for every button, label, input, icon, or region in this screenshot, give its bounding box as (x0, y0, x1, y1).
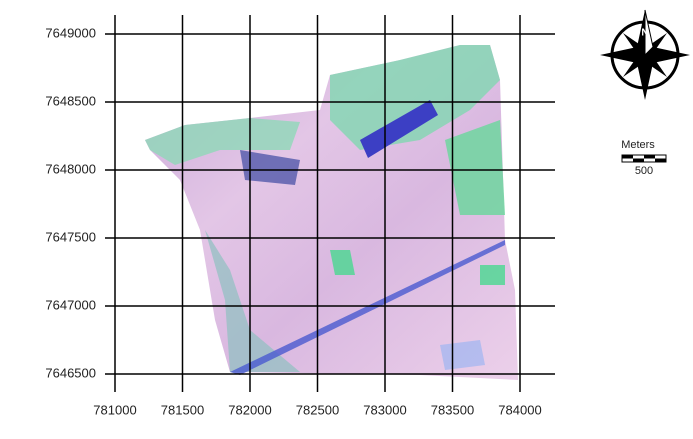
x-tick-label: 783500 (431, 402, 474, 417)
x-tick-label: 783000 (363, 402, 406, 417)
x-tick-label: 782500 (296, 402, 339, 417)
y-tick-label: 7648000 (45, 161, 96, 176)
x-tick-label: 782000 (228, 402, 271, 417)
x-tick-label: 784000 (498, 402, 541, 417)
north-arrow: N (600, 10, 690, 100)
y-tick-label: 7647500 (45, 229, 96, 244)
imagery (145, 45, 518, 380)
scale-bar: Meters 500 (621, 139, 666, 177)
map: 781000 781500 782000 782500 783000 783500 7840… (0, 0, 693, 439)
x-tick-label: 781000 (93, 402, 136, 417)
y-tick-label: 7647000 (45, 297, 96, 312)
scale-title: Meters (621, 139, 655, 151)
scale-label: 500 (635, 165, 653, 177)
x-tick-label: 781500 (161, 402, 204, 417)
y-tick-label: 7649000 (45, 25, 96, 40)
page: {"map": { "xlim": [781000, 784000], "yli… (0, 0, 693, 439)
north-label: N (641, 28, 648, 39)
y-tick-label: 7646500 (45, 365, 96, 380)
y-tick-label: 7648500 (45, 93, 96, 108)
